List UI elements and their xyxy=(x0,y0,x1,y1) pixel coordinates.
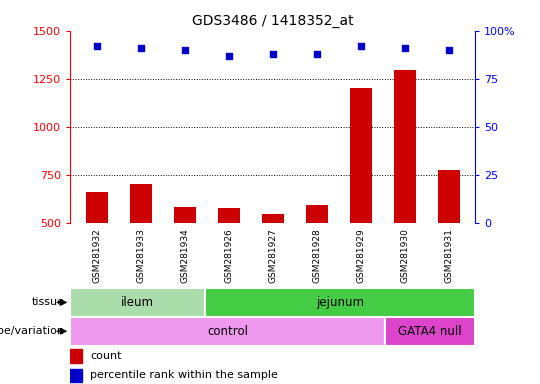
Bar xyxy=(218,208,240,223)
Title: GDS3486 / 1418352_at: GDS3486 / 1418352_at xyxy=(192,14,354,28)
Bar xyxy=(306,205,328,223)
Point xyxy=(444,47,453,53)
Bar xyxy=(350,88,372,223)
Text: GSM281934: GSM281934 xyxy=(180,228,189,283)
Text: GSM281930: GSM281930 xyxy=(400,228,409,283)
Text: jejunum: jejunum xyxy=(316,296,364,309)
Text: GATA4 null: GATA4 null xyxy=(399,325,462,338)
Text: tissue: tissue xyxy=(32,297,65,308)
Text: GSM281933: GSM281933 xyxy=(136,228,145,283)
Bar xyxy=(70,288,205,317)
Bar xyxy=(70,317,385,346)
Point xyxy=(92,43,101,49)
Point xyxy=(224,53,233,59)
Bar xyxy=(70,369,83,382)
Point xyxy=(180,47,189,53)
Bar xyxy=(394,70,416,223)
Point xyxy=(356,43,365,49)
Text: control: control xyxy=(207,325,248,338)
Text: GSM281929: GSM281929 xyxy=(356,228,365,283)
Text: GSM281931: GSM281931 xyxy=(444,228,453,283)
Bar xyxy=(385,317,475,346)
Bar xyxy=(262,214,284,223)
Text: genotype/variation: genotype/variation xyxy=(0,326,65,336)
Point xyxy=(401,45,409,51)
Text: ileum: ileum xyxy=(121,296,154,309)
Bar xyxy=(174,207,195,223)
Text: GSM281927: GSM281927 xyxy=(268,228,277,283)
Bar xyxy=(438,170,460,223)
Text: GSM281926: GSM281926 xyxy=(224,228,233,283)
Text: count: count xyxy=(91,351,122,361)
Point xyxy=(313,51,321,57)
Bar xyxy=(205,288,475,317)
Text: percentile rank within the sample: percentile rank within the sample xyxy=(91,370,278,380)
Text: GSM281928: GSM281928 xyxy=(312,228,321,283)
Text: GSM281932: GSM281932 xyxy=(92,228,101,283)
Bar xyxy=(130,184,152,223)
Point xyxy=(136,45,145,51)
Bar xyxy=(70,349,83,363)
Bar xyxy=(86,192,107,223)
Point xyxy=(268,51,277,57)
